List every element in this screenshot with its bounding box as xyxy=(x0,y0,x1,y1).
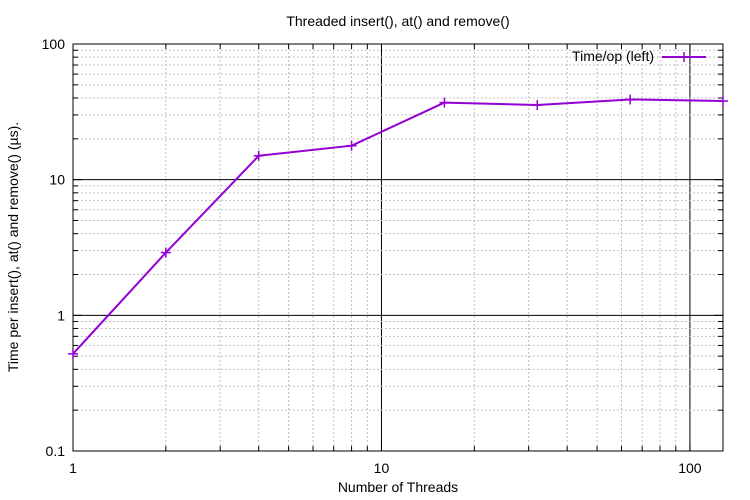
x-tick-label: 10 xyxy=(374,460,390,476)
y-axis-label: Time per insert(), at() and remove() (µs… xyxy=(5,122,21,372)
data-point-marker xyxy=(68,348,78,359)
legend-plus-marker xyxy=(679,52,689,62)
y-tick-label: 100 xyxy=(42,36,66,52)
series-layer xyxy=(68,94,728,359)
data-point-marker xyxy=(160,247,171,258)
legend: Time/op (left) xyxy=(572,48,706,64)
grid xyxy=(73,44,723,451)
series-line xyxy=(72,98,724,355)
x-tick-label: 1 xyxy=(69,460,77,476)
y-tick-label: 1 xyxy=(57,307,65,323)
y-tick-label: 0.1 xyxy=(46,443,66,459)
data-point-marker xyxy=(253,150,264,161)
y-tick-label: 10 xyxy=(49,172,65,188)
chart-title: Threaded insert(), at() and remove() xyxy=(286,13,509,29)
data-point-marker xyxy=(346,140,357,151)
data-point-marker xyxy=(532,100,543,111)
x-tick-label: 100 xyxy=(678,460,702,476)
legend-marker xyxy=(679,52,689,62)
plot-frame xyxy=(72,43,724,452)
legend-label: Time/op (left) xyxy=(572,48,654,64)
data-point-marker xyxy=(718,96,728,107)
data-point-marker xyxy=(625,94,636,105)
data-point-marker xyxy=(439,97,450,108)
x-axis-label: Number of Threads xyxy=(338,479,458,495)
